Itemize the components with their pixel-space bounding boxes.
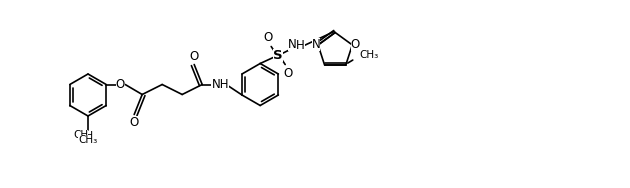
Text: O: O	[284, 67, 293, 80]
Text: CH₃: CH₃	[360, 50, 379, 60]
Text: H: H	[296, 39, 304, 52]
Text: CH: CH	[73, 130, 88, 140]
Text: NH: NH	[212, 78, 229, 91]
Text: N: N	[288, 38, 297, 51]
Text: O: O	[115, 78, 125, 91]
Text: CH₃: CH₃	[78, 131, 98, 141]
Text: CH₃: CH₃	[78, 135, 98, 145]
Text: O: O	[130, 116, 139, 129]
Text: O: O	[263, 31, 273, 44]
Text: N: N	[312, 38, 321, 52]
Text: S: S	[273, 49, 283, 62]
Text: O: O	[190, 50, 199, 63]
Text: O: O	[351, 38, 360, 52]
